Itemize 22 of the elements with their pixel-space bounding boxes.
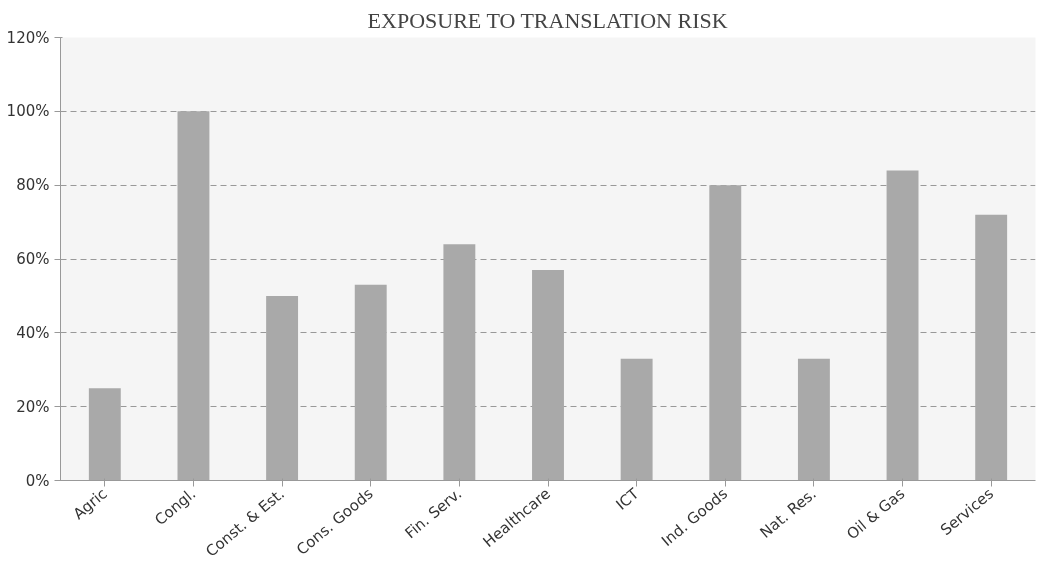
y-tick-label: 20% (16, 397, 50, 416)
bar (709, 185, 742, 481)
bar (532, 270, 564, 481)
y-tick-label: 100% (6, 102, 50, 121)
bar (177, 111, 210, 481)
y-tick-label: 120% (6, 28, 50, 47)
y-tick-label: 60% (16, 250, 50, 268)
bar (886, 170, 919, 481)
x-tick-label: ICT (612, 484, 644, 514)
bar (620, 358, 653, 481)
bar (443, 244, 476, 481)
y-tick-label: 80% (16, 176, 50, 195)
bar (797, 358, 830, 481)
bar (88, 388, 121, 481)
bar (354, 284, 387, 481)
bar (266, 295, 299, 481)
bar (975, 214, 1008, 481)
chart-title: EXPOSURE TO TRANSLATION RISK (367, 7, 728, 33)
y-tick-label: 0% (25, 471, 50, 490)
x-tick-label: Nat. Res. (756, 484, 820, 542)
x-tick-label: Oil & Gas (843, 484, 909, 544)
y-tick-label: 40% (16, 323, 50, 342)
